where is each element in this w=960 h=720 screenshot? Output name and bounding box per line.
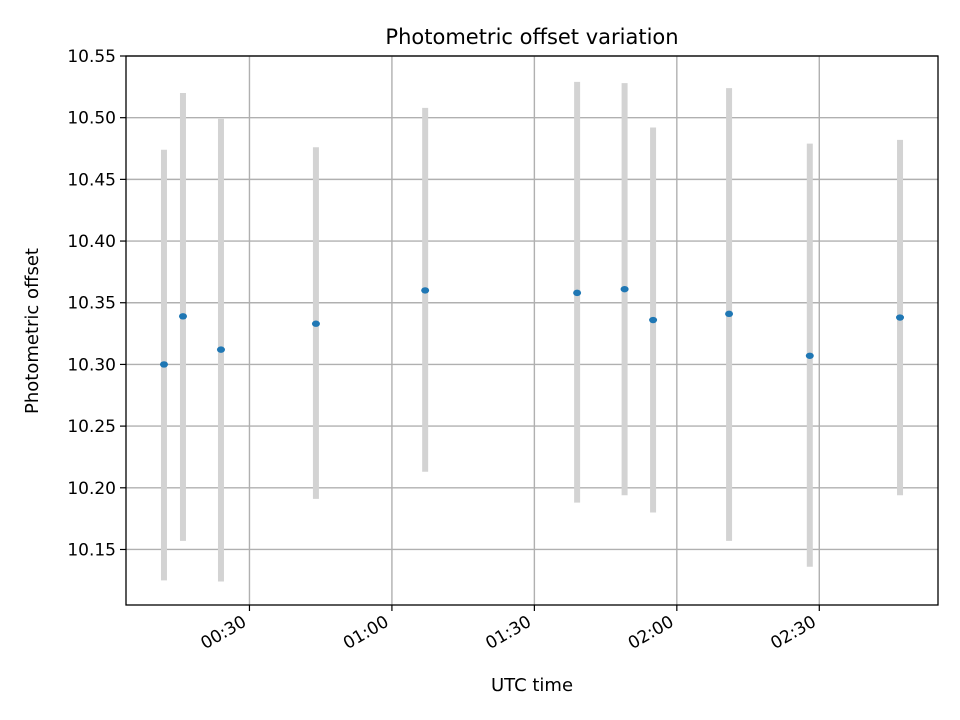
data-point bbox=[805, 352, 814, 359]
points-layer bbox=[159, 285, 905, 368]
y-tick-label: 10.35 bbox=[67, 294, 116, 314]
data-point bbox=[159, 361, 168, 368]
data-point bbox=[649, 316, 658, 324]
data-point bbox=[178, 313, 187, 320]
y-tick-label: 10.50 bbox=[67, 109, 116, 129]
y-tick-label: 10.40 bbox=[67, 232, 116, 252]
chart-title: Photometric offset variation bbox=[385, 25, 678, 49]
data-point bbox=[421, 287, 430, 294]
data-point bbox=[725, 310, 734, 318]
x-axis-label: UTC time bbox=[491, 675, 573, 696]
plot-area-background bbox=[126, 56, 938, 605]
y-axis: 10.15 10.20 10.25 10.30 10.35 10.40 10.45 10.50… bbox=[67, 47, 126, 560]
y-axis-label: Photometric offset bbox=[22, 248, 43, 414]
data-point bbox=[216, 346, 225, 353]
y-tick-label: 10.55 bbox=[67, 47, 116, 67]
y-tick-label: 10.15 bbox=[67, 540, 116, 560]
y-tick-label: 10.25 bbox=[67, 417, 116, 437]
data-point bbox=[896, 314, 905, 321]
y-tick-label: 10.20 bbox=[67, 479, 116, 499]
y-tick-label: 10.30 bbox=[67, 355, 116, 375]
y-tick-label: 10.45 bbox=[67, 170, 116, 190]
plot-frame bbox=[125, 55, 939, 606]
data-point bbox=[573, 289, 582, 297]
data-point bbox=[620, 285, 629, 293]
data-point bbox=[311, 320, 320, 327]
